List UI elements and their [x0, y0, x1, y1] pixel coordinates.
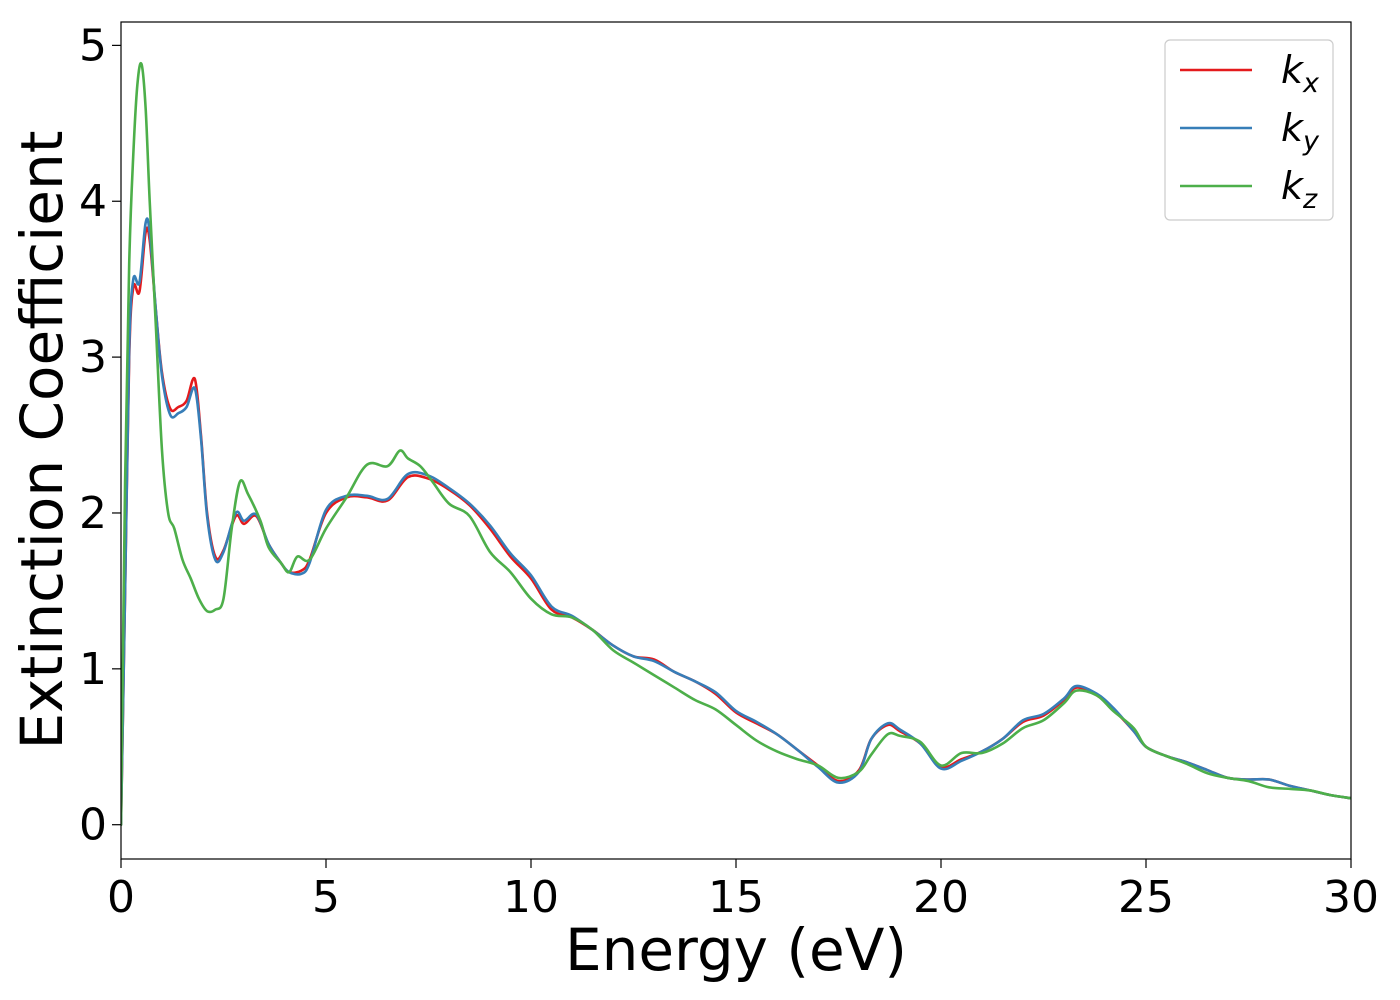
y-tick-label: 2	[79, 488, 107, 539]
y-tick-label: 0	[79, 800, 107, 851]
x-tick-label: 15	[708, 872, 764, 923]
series-line-k-x	[121, 226, 1351, 827]
x-tick-label: 25	[1118, 872, 1174, 923]
legend-box	[1164, 39, 1334, 221]
legend-label-main: k	[1281, 48, 1305, 92]
x-axis-title: Energy (eV)	[565, 916, 907, 984]
legend-label-main: k	[1281, 164, 1305, 208]
x-axis-ticks: 0 5 10 15 20 25 30	[107, 859, 1379, 923]
x-tick-label: 30	[1323, 872, 1379, 923]
x-tick-label: 20	[913, 872, 969, 923]
legend-label-main: k	[1281, 106, 1305, 150]
y-axis-title: Extinction Coefficient	[8, 131, 76, 750]
y-tick-label: 5	[79, 20, 107, 71]
x-tick-label: 10	[503, 872, 559, 923]
series-layer	[121, 61, 1351, 827]
x-tick-label: 0	[107, 872, 135, 923]
legend-label-subscript: z	[1302, 184, 1318, 215]
series-line-k-y	[121, 217, 1351, 827]
y-tick-label: 4	[79, 176, 107, 227]
legend-label-k-z: kz	[1281, 164, 1318, 215]
x-tick-label: 5	[312, 872, 340, 923]
legend-label-k-x: kx	[1281, 48, 1320, 99]
y-tick-label: 1	[79, 644, 107, 695]
y-axis-ticks: 0 1 2 3 4 5	[79, 20, 121, 851]
legend-label-subscript: y	[1302, 126, 1320, 157]
legend-label-k-y: ky	[1281, 106, 1320, 157]
legend-label-subscript: x	[1302, 68, 1320, 99]
y-tick-label: 3	[79, 332, 107, 383]
series-line-k-z	[121, 61, 1351, 827]
